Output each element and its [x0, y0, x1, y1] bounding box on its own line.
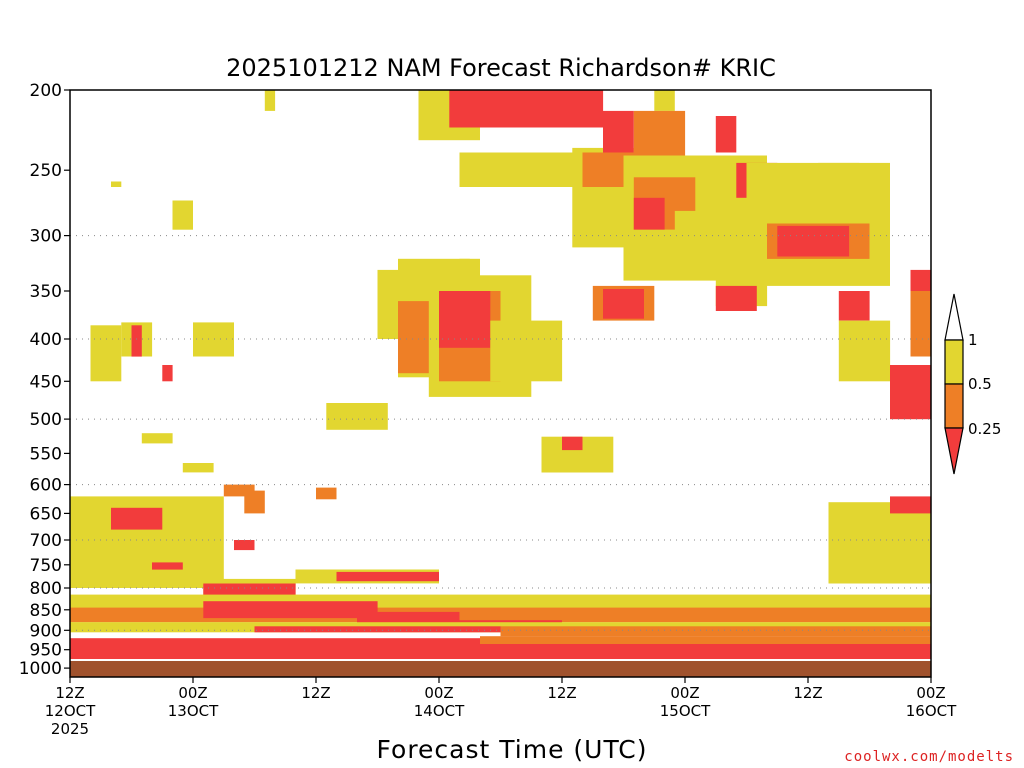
heatmap-region-15 — [715, 116, 737, 153]
x-tick-label-2-0: 12Z — [301, 684, 330, 702]
colorbar-label-0-25: 0.25 — [968, 420, 1001, 438]
heatmap-region-44 — [910, 280, 931, 357]
heatmap-cells — [70, 90, 931, 669]
heatmap-region-73 — [480, 636, 931, 644]
heatmap-region-50 — [223, 484, 255, 497]
heatmap-region-19 — [777, 225, 850, 257]
heatmap-region-3 — [654, 90, 675, 111]
heatmap-region-35 — [715, 285, 757, 311]
y-tick-label-200: 200 — [30, 81, 62, 101]
heatmap-region-47 — [182, 463, 214, 473]
x-tick-label-6-0: 12Z — [793, 684, 822, 702]
y-axis-ticks: 200 250 300 350 400 450 500 550 600 650 700 750 8008… — [19, 81, 70, 679]
heatmap-region-51 — [244, 490, 265, 514]
heatmap-region-63 — [203, 583, 296, 597]
y-tick-label-250: 250 — [30, 161, 62, 181]
colorbar-label-0-5: 0.5 — [968, 375, 992, 393]
x-tick-label-1-1: 13OCT — [168, 702, 219, 720]
heatmap-region-9 — [603, 110, 634, 153]
plot-frame — [69, 89, 932, 678]
x-tick-label-7-0: 00Z — [916, 684, 945, 702]
x-tick-label-1-0: 00Z — [178, 684, 207, 702]
heatmap-region-10 — [633, 110, 686, 163]
heatmap-region-36 — [90, 325, 122, 382]
x-tick-label-7-1: 16OCT — [906, 702, 957, 720]
heatmap-region-66 — [203, 601, 378, 619]
heatmap-region-31 — [490, 320, 563, 382]
colorbar: 1 0.5 0.25 — [944, 293, 1001, 475]
heatmap-region-55 — [111, 507, 163, 530]
y-tick-label-400: 400 — [30, 330, 62, 350]
heatmap-region-46 — [141, 433, 173, 444]
heatmap-region-40 — [162, 365, 173, 382]
x-tick-label-4-0: 12Z — [547, 684, 576, 702]
colorbar-bin-0-25-to-0-5 — [944, 383, 964, 429]
heatmap-region-74 — [633, 644, 931, 650]
y-tick-label-900: 900 — [30, 621, 62, 641]
heatmap-region-29 — [459, 258, 480, 281]
heatmap-region-71 — [500, 626, 931, 637]
ground-layer — [70, 660, 931, 677]
heatmap-region-45 — [910, 269, 931, 291]
heatmap-region-52 — [316, 487, 337, 500]
heatmap-region-39 — [193, 322, 234, 357]
heatmap-region-70 — [254, 626, 501, 633]
heatmap-region-5 — [172, 200, 193, 230]
y-tick-label-850: 850 — [30, 601, 62, 621]
heatmap-region-49 — [562, 436, 583, 451]
heatmap-region-60 — [828, 502, 931, 584]
colorbar-bin-0-5-to-1 — [944, 339, 964, 385]
y-tick-label-800: 800 — [30, 579, 62, 599]
y-tick-label-600: 600 — [30, 476, 62, 496]
y-tick-label-300: 300 — [30, 227, 62, 247]
heatmap-region-4 — [111, 181, 122, 187]
heatmap-region-20 — [818, 162, 860, 192]
x-tick-label-0-0: 12Z — [55, 684, 84, 702]
colorbar-top-arrow — [944, 293, 964, 341]
heatmap-region-2 — [449, 90, 604, 128]
x-tick-label-0-2: 2025 — [51, 720, 89, 738]
y-tick-label-500: 500 — [30, 410, 62, 430]
y-tick-label-650: 650 — [30, 504, 62, 524]
heatmap-region-57 — [234, 540, 255, 551]
heatmap-region-59 — [336, 571, 439, 582]
heatmap-region-33 — [603, 289, 644, 319]
heatmap-region-28 — [439, 291, 491, 348]
x-tick-label-0-1: 12OCT — [45, 702, 96, 720]
colorbar-bottom-arrow — [944, 427, 964, 475]
x-tick-label-5-0: 00Z — [670, 684, 699, 702]
y-tick-label-350: 350 — [30, 282, 62, 302]
y-tick-label-550: 550 — [30, 444, 62, 464]
x-tick-label-3-1: 14OCT — [414, 702, 465, 720]
heatmap-region-61 — [890, 496, 931, 514]
heatmap-region-65 — [70, 607, 931, 623]
x-axis-label: Forecast Time (UTC) — [377, 735, 648, 764]
y-tick-label-950: 950 — [30, 641, 62, 661]
heatmap-region-42 — [326, 403, 388, 430]
heatmap-region-13 — [633, 197, 665, 230]
heatmap-region-22 — [838, 320, 891, 382]
heatmap-region-0 — [264, 90, 276, 111]
x-tick-label-5-1: 15OCT — [660, 702, 711, 720]
heatmap-region-38 — [131, 325, 142, 357]
y-tick-label-1000: 1000 — [19, 659, 62, 679]
heatmap-region-56 — [152, 562, 183, 570]
y-tick-label-700: 700 — [30, 531, 62, 551]
colorbar-label-1: 1 — [968, 331, 978, 349]
heatmap-region-43 — [890, 365, 931, 420]
credit-text[interactable]: coolwx.com/modelts — [844, 749, 1014, 765]
heatmap-region-21 — [838, 291, 870, 321]
x-tick-label-3-0: 00Z — [424, 684, 453, 702]
heatmap-region-67 — [357, 611, 460, 625]
y-tick-label-450: 450 — [30, 372, 62, 392]
chart-title: 2025101212 NAM Forecast Richardson# KRIC — [226, 54, 776, 82]
y-tick-label-750: 750 — [30, 556, 62, 576]
